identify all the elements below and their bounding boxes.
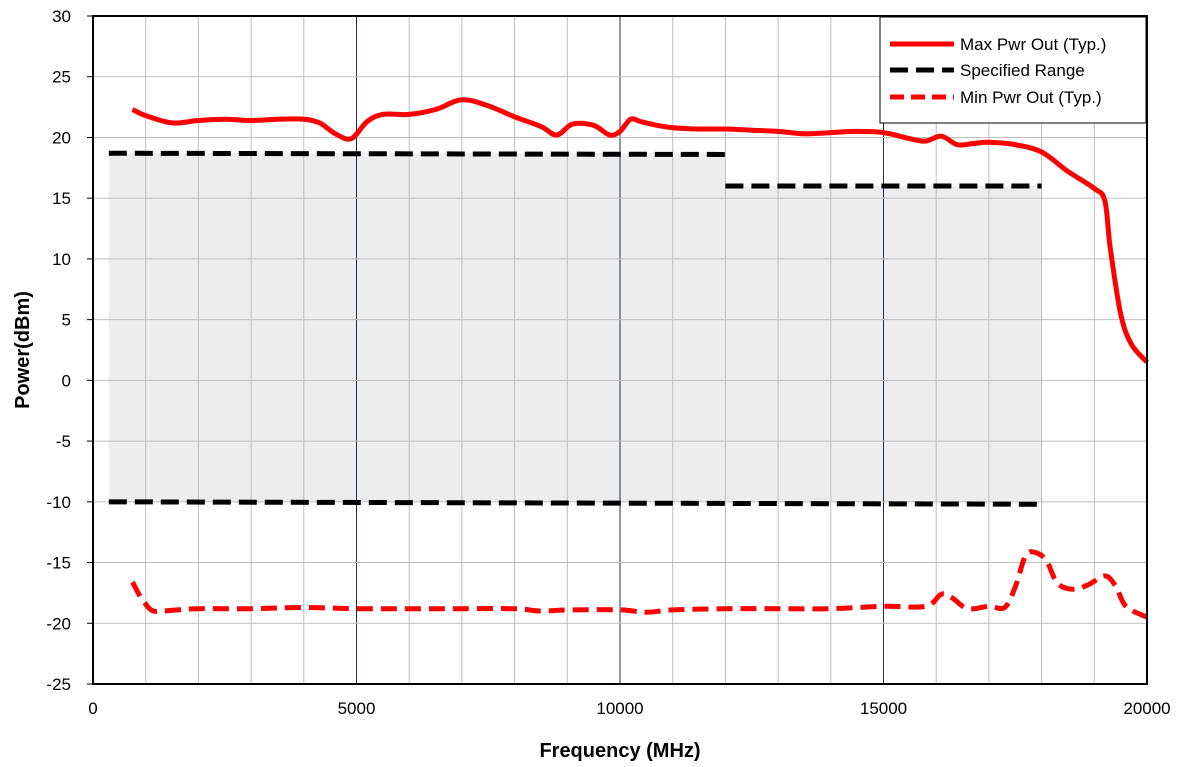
y-axis-ticks: 30 25 20 15 10 5 0 -5 -10 -15 -20 -25 — [46, 7, 93, 694]
x-tick-label: 15000 — [860, 699, 907, 718]
y-tick-label: 25 — [52, 68, 71, 87]
y-tick-label: 5 — [62, 311, 71, 330]
y-tick-label: -15 — [46, 554, 71, 573]
y-tick-label: -25 — [46, 675, 71, 694]
x-tick-label: 20000 — [1123, 699, 1170, 718]
specified-range-band — [108, 153, 1042, 502]
series-lines — [108, 97, 1149, 620]
y-tick-label: -10 — [46, 493, 71, 512]
series-line-max-pwr — [131, 97, 1149, 364]
x-tick-label: 5000 — [338, 699, 376, 718]
x-tick-label: 0 — [88, 699, 97, 718]
legend-entry-min-pwr: Min Pwr Out (Typ.) — [960, 88, 1102, 107]
y-tick-label: -5 — [56, 432, 71, 451]
y-tick-label: -20 — [46, 614, 71, 633]
y-tick-label: 0 — [62, 371, 71, 390]
legend-entry-max-pwr: Max Pwr Out (Typ.) — [960, 35, 1106, 54]
band-region-0 — [108, 153, 726, 502]
legend-entry-specified-range: Specified Range — [960, 61, 1085, 80]
x-tick-label: 10000 — [596, 699, 643, 718]
x-axis-title: Frequency (MHz) — [539, 740, 700, 762]
series-line-min-pwr — [130, 549, 1149, 620]
y-tick-label: 10 — [52, 250, 71, 269]
legend: Max Pwr Out (Typ.) Specified Range Min P… — [879, 16, 1147, 124]
y-tick-label: 20 — [52, 128, 71, 147]
x-axis-ticks: 0 5000 10000 15000 20000 — [88, 699, 1170, 718]
y-tick-label: 15 — [52, 189, 71, 208]
plot-area-border — [92, 15, 1148, 685]
y-axis-title: Power(dBm) — [12, 291, 34, 409]
y-tick-label: 30 — [52, 7, 71, 26]
